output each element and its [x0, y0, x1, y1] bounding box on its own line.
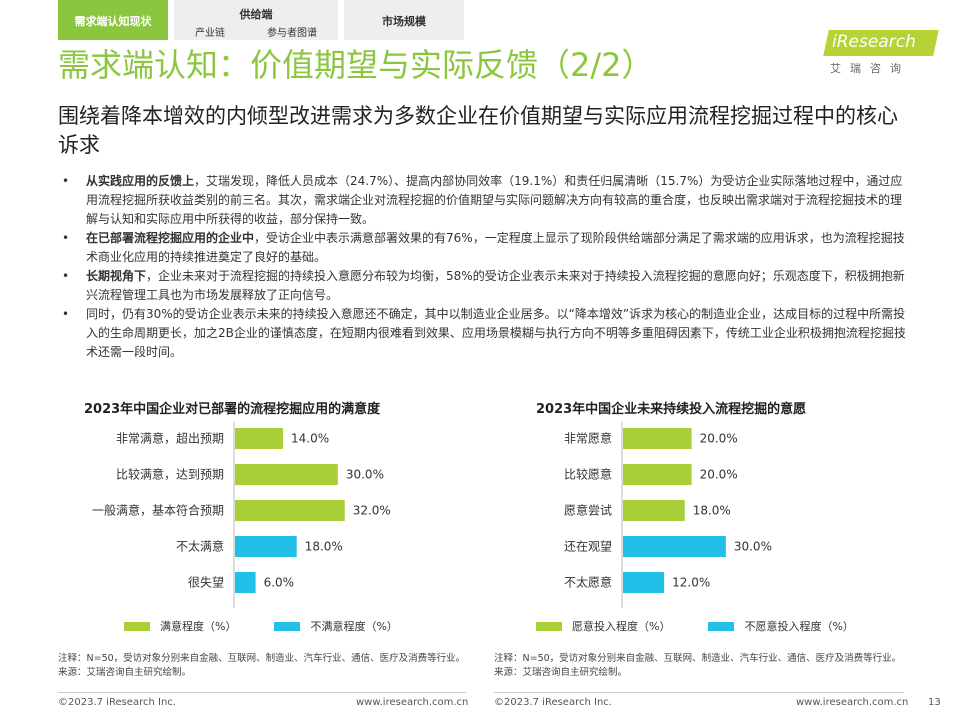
category-label: 非常愿意 [564, 431, 612, 446]
bar-3 [235, 536, 297, 557]
tab-label: 供给端 [239, 8, 273, 21]
value-label: 30.0% [346, 468, 384, 482]
tab-supply[interactable]: 供给端 产业链 参与者图谱 [174, 0, 338, 40]
legend-item-willing: 愿意投入程度（%） [536, 618, 670, 634]
page-title: 需求端认知：价值期望与实际反馈（2/2） [58, 46, 654, 84]
footer-url[interactable]: www.iresearch.com.cn [796, 697, 909, 708]
value-label: 20.0% [700, 432, 738, 446]
satisfaction-chart-title: 2023年中国企业对已部署的流程挖掘应用的满意度 [84, 402, 381, 417]
tab-label: 市场规模 [382, 15, 426, 28]
category-label: 还在观望 [564, 540, 612, 554]
category-label: 比较愿意 [564, 467, 612, 482]
bar-1 [623, 464, 692, 485]
investment-note: 注释：N=50，受访对象分别来自金融、互联网、制造业、汽车行业、通信、医疗及消费… [494, 653, 902, 678]
page-subtitle: 围绕着降本增效的内倾型改进需求为多数企业在价值期望与实际应用流程挖掘过程中的核心… [58, 104, 898, 157]
bar-1 [235, 464, 338, 485]
value-label: 12.0% [672, 576, 710, 590]
footer-copyright: ©2023.7 iResearch Inc. [494, 697, 612, 708]
footer-copyright: ©2023.7 iResearch Inc. [58, 697, 176, 708]
iresearch-logo: iResearch 艾瑞咨询 [823, 30, 939, 76]
investment-chart-title: 2023年中国企业未来持续投入流程挖掘的意愿 [536, 402, 807, 417]
category-label: 很失望 [188, 575, 224, 590]
value-label: 14.0% [291, 432, 329, 446]
bullet-item: 从实践应用的反馈上，艾瑞发现，降低人员成本（24.7%）、提高内部协同效率（19… [62, 172, 912, 229]
category-label: 愿意尝试 [564, 503, 612, 518]
bar-3 [623, 536, 726, 557]
legend-item-satisfied: 满意程度（%） [124, 618, 236, 634]
category-label: 不太愿意 [564, 575, 612, 590]
category-label: 一般满意，基本符合预期 [92, 503, 224, 518]
satisfaction-bar-chart: 非常满意，超出预期 14.0% 比较满意，达到预期 30.0% 一般满意，基本符合预期 3… [92, 422, 391, 608]
page-number: 13 [928, 697, 941, 708]
bar-2 [235, 500, 345, 521]
investment-bar-chart: 非常愿意 20.0% 比较愿意 20.0% 愿意尝试 18.0% 还在观望 30.0% 不太愿意… [564, 422, 772, 608]
bullet-item: 在已部署流程挖掘应用的企业中，受访企业中表示满意部署效果的有76%，一定程度上显… [62, 229, 912, 267]
bar-4 [235, 572, 256, 593]
logo-cn: 艾瑞咨询 [830, 62, 910, 75]
logo-text: iResearch [832, 32, 916, 52]
footer-url[interactable]: www.iresearch.com.cn [356, 697, 469, 708]
tab-sub-map[interactable]: 参与者图谱 [267, 28, 317, 39]
satisfaction-legend: 满意程度（%） 不满意程度（%） [124, 618, 398, 634]
satisfaction-note: 注释：N=50，受访对象分别来自金融、互联网、制造业、汽车行业、通信、医疗及消费… [58, 653, 466, 678]
bullet-item: 长期视角下，企业未来对于流程挖掘的持续投入意愿分布较为均衡，58%的受访企业表示… [62, 267, 912, 305]
value-label: 6.0% [264, 576, 295, 590]
category-label: 非常满意，超出预期 [116, 431, 224, 446]
tab-sub-chain[interactable]: 产业链 [195, 28, 225, 39]
tab-demand-status[interactable]: 需求端认知现状 [58, 0, 168, 40]
top-tabs: 需求端认知现状 供给端 产业链 参与者图谱 市场规模 [58, 0, 464, 40]
value-label: 18.0% [305, 540, 343, 554]
value-label: 18.0% [693, 504, 731, 518]
bar-4 [623, 572, 665, 593]
bar-0 [623, 428, 692, 449]
legend-item-unwilling: 不愿意投入程度（%） [708, 618, 854, 634]
value-label: 20.0% [700, 468, 738, 482]
tab-market-size[interactable]: 市场规模 [344, 0, 464, 40]
tab-label: 需求端认知现状 [74, 15, 152, 28]
value-label: 30.0% [734, 540, 772, 554]
value-label: 32.0% [353, 504, 391, 518]
category-label: 不太满意 [176, 539, 224, 554]
legend-item-unsatisfied: 不满意程度（%） [274, 618, 398, 634]
category-label: 比较满意，达到预期 [116, 467, 224, 482]
bar-2 [623, 500, 685, 521]
bar-0 [235, 428, 283, 449]
bullet-list: 从实践应用的反馈上，艾瑞发现，降低人员成本（24.7%）、提高内部协同效率（19… [62, 172, 912, 362]
bullet-item: 同时，仍有30%的受访企业表示未来的持续投入意愿还不确定，其中以制造业企业居多。… [62, 305, 912, 362]
investment-legend: 愿意投入程度（%） 不愿意投入程度（%） [536, 618, 854, 634]
